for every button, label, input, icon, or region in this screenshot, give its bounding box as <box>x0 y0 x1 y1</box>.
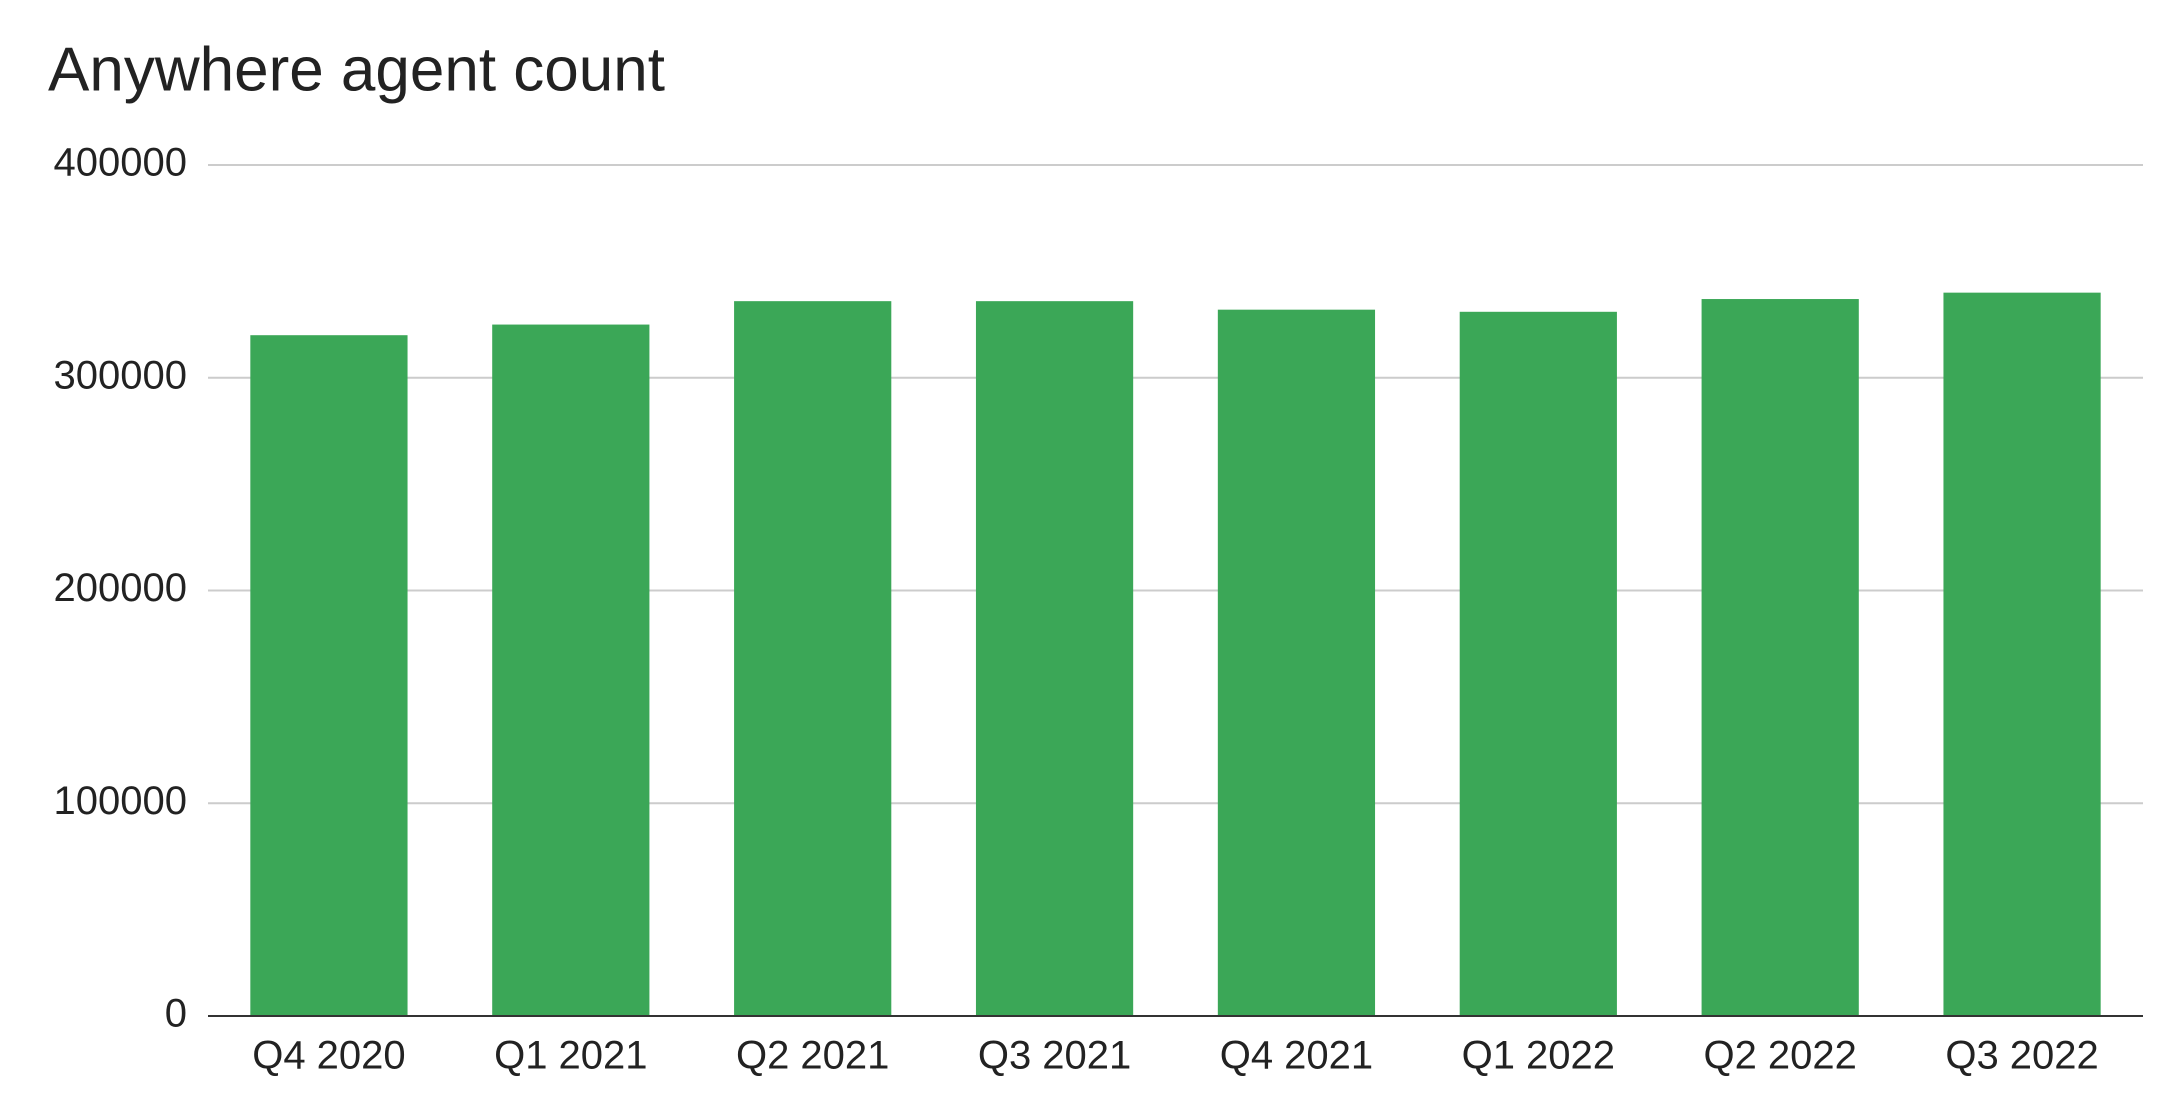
x-tick-label: Q4 2021 <box>1220 1034 1373 1078</box>
bar <box>492 324 650 1016</box>
x-tick-label: Q4 2020 <box>252 1034 405 1078</box>
y-tick-label: 400000 <box>54 141 187 185</box>
bar <box>734 301 892 1016</box>
x-tick-label: Q2 2021 <box>736 1034 889 1078</box>
bar <box>1943 292 2101 1016</box>
x-tick-label: Q1 2022 <box>1462 1034 1615 1078</box>
bar <box>1459 311 1617 1016</box>
x-tick-label: Q2 2022 <box>1703 1034 1856 1078</box>
y-tick-label: 0 <box>165 992 187 1036</box>
y-tick-label: 100000 <box>54 779 187 823</box>
x-tick-label: Q3 2022 <box>1945 1034 2098 1078</box>
bar <box>975 301 1134 1016</box>
chart-title: Anywhere agent count <box>48 35 665 104</box>
y-tick-label: 200000 <box>54 566 187 610</box>
x-tick-label: Q1 2021 <box>494 1034 647 1078</box>
bar <box>1701 299 1859 1017</box>
bar <box>1217 309 1376 1016</box>
x-tick-label: Q3 2021 <box>978 1034 1131 1078</box>
bar <box>250 335 408 1016</box>
y-tick-label: 300000 <box>54 353 187 397</box>
